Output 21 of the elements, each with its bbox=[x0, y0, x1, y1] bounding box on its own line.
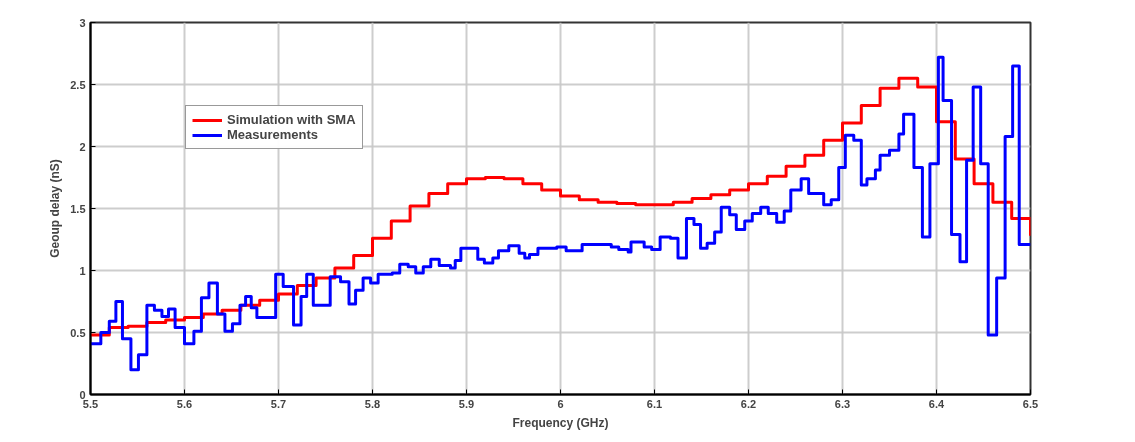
legend-label: Simulation with SMA bbox=[227, 112, 356, 127]
y-tick-label: 3 bbox=[79, 16, 86, 29]
x-tick-label: 6.3 bbox=[834, 397, 851, 410]
y-tick-label: 1.5 bbox=[70, 202, 86, 215]
y-axis-title: Geoup delay (nS) bbox=[48, 159, 63, 258]
y-tick-label: 2 bbox=[79, 140, 86, 153]
x-tick-label: 5.7 bbox=[270, 397, 287, 410]
y-tick-label: 0.5 bbox=[70, 326, 86, 339]
x-tick-label: 5.9 bbox=[458, 397, 475, 410]
x-axis-title: Frequency (GHz) bbox=[512, 415, 609, 430]
x-tick-label: 6.5 bbox=[1022, 397, 1039, 410]
x-tick-label: 5.6 bbox=[176, 397, 193, 410]
x-tick-label: 6.1 bbox=[646, 397, 663, 410]
legend-label: Measurements bbox=[227, 127, 319, 142]
x-tick-label: 5.8 bbox=[364, 397, 381, 410]
y-tick-label: 0 bbox=[79, 388, 86, 401]
y-tick-label: 1 bbox=[79, 264, 86, 277]
x-tick-label: 6 bbox=[557, 397, 564, 410]
y-tick-label: 2.5 bbox=[70, 78, 86, 91]
x-tick-label: 6.2 bbox=[740, 397, 757, 410]
x-tick-label: 6.4 bbox=[928, 397, 946, 410]
